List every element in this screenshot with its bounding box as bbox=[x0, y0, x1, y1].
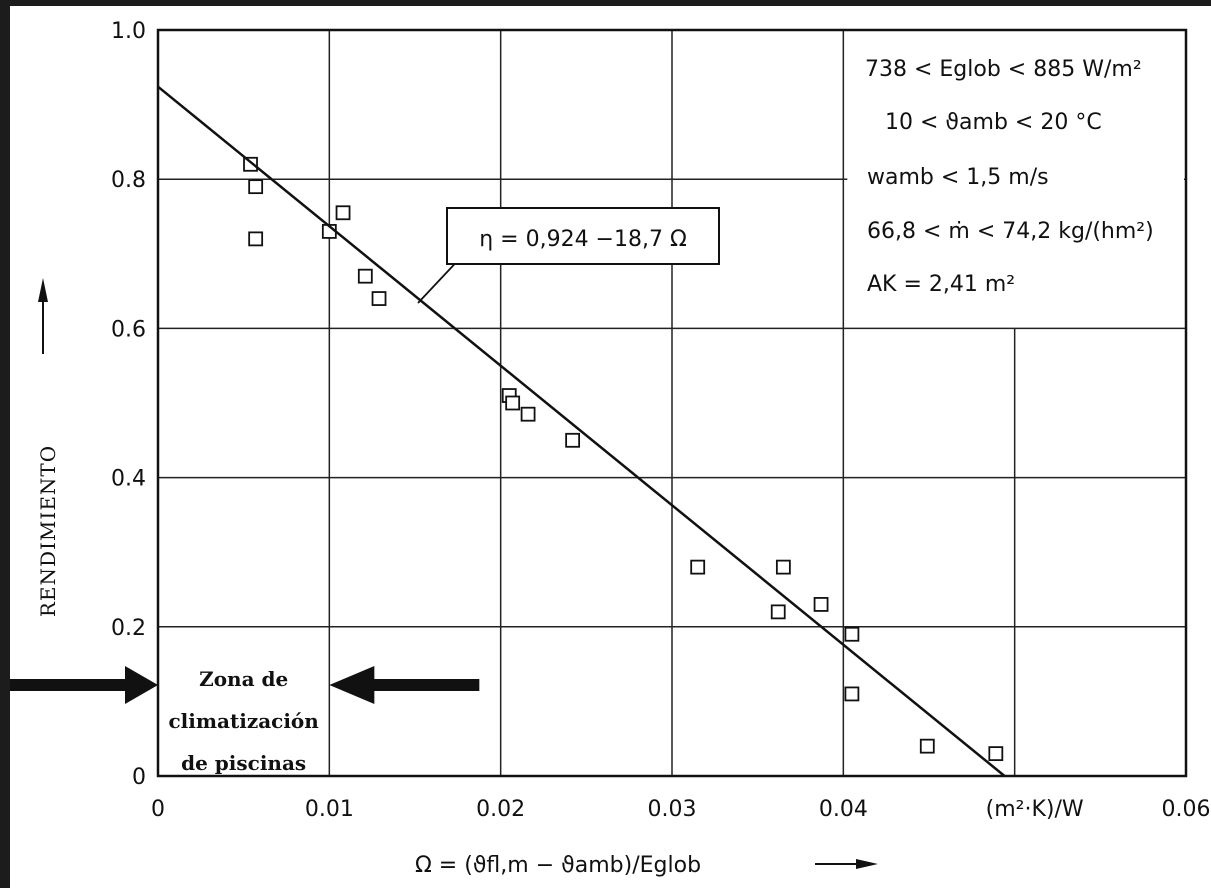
axes bbox=[156, 28, 1188, 778]
zone-arrow-left-shaft bbox=[10, 679, 130, 691]
data-point bbox=[335, 205, 351, 221]
data-point bbox=[248, 179, 264, 195]
y-tick-label: 0.8 bbox=[111, 168, 146, 193]
y-tick-label: 0.4 bbox=[111, 467, 146, 492]
x-tick-label: 0.03 bbox=[648, 797, 697, 822]
y-tick-label: 0 bbox=[132, 765, 146, 790]
data-point bbox=[988, 746, 1004, 762]
zone-arrow-right-shaft bbox=[369, 679, 480, 691]
x-axis-label: Ω = (ϑfl,m − ϑamb)/Eglob bbox=[415, 853, 701, 878]
data-point bbox=[770, 604, 786, 620]
y-axis-arrow bbox=[38, 278, 48, 354]
fit-line bbox=[157, 85, 1006, 777]
zone-label-line: climatización bbox=[169, 709, 320, 733]
zone-label-line: Zona de bbox=[199, 667, 288, 691]
data-point bbox=[371, 291, 387, 306]
y-tick-label: 1.0 bbox=[111, 19, 146, 44]
condition-line: 66,8 < ṁ < 74,2 kg/(hm²) bbox=[867, 219, 1154, 244]
conditions-box: 738 < Eglob < 885 W/m² 10 < ϑamb < 20 °C w… bbox=[847, 32, 1184, 327]
plot-frame bbox=[156, 28, 1188, 778]
zone-label-line: de piscinas bbox=[181, 751, 306, 775]
data-point bbox=[690, 559, 706, 575]
data-point bbox=[844, 686, 860, 702]
condition-line: 10 < ϑamb < 20 °C bbox=[885, 110, 1102, 135]
condition-line: 738 < Eglob < 885 W/m² bbox=[865, 57, 1142, 82]
condition-line: AK = 2,41 m² bbox=[867, 272, 1015, 297]
condition-line: wamb < 1,5 m/s bbox=[867, 165, 1049, 190]
x-tick-label: 0.06 bbox=[1162, 797, 1211, 822]
data-point bbox=[248, 231, 264, 247]
x-tick-label: 0.04 bbox=[819, 797, 868, 822]
data-point bbox=[565, 432, 581, 448]
data-point bbox=[813, 597, 829, 612]
data-point bbox=[844, 626, 860, 642]
x-tick-labels: 0 0.01 0.02 0.03 0.04 (m²·K)/W 0.06 bbox=[151, 797, 1210, 822]
y-tick-label: 0.6 bbox=[111, 317, 146, 342]
x-tick-label: 0 bbox=[151, 797, 165, 822]
fit-label: η = 0,924 −18,7 Ω bbox=[479, 227, 687, 252]
data-point bbox=[243, 156, 258, 172]
data-point bbox=[520, 406, 536, 422]
data-point bbox=[775, 559, 791, 575]
efficiency-chart: 0 0.2 0.4 0.6 0.8 1.0 0 0.01 0.02 0.03 0.04 (m²·K)… bbox=[10, 19, 1210, 878]
conditions-background bbox=[847, 32, 1184, 327]
data-points bbox=[243, 156, 1004, 762]
y-tick-label: 0.2 bbox=[111, 616, 146, 641]
chart-paper: 0 0.2 0.4 0.6 0.8 1.0 0 0.01 0.02 0.03 0.04 (m²·K)… bbox=[10, 6, 1211, 888]
x-axis-arrow bbox=[815, 859, 878, 869]
x-tick-label: 0.01 bbox=[305, 797, 354, 822]
data-point bbox=[505, 395, 521, 411]
grid bbox=[158, 30, 1186, 776]
x-tick-label: 0.02 bbox=[476, 797, 525, 822]
y-axis-label: RENDIMIENTO bbox=[36, 445, 60, 617]
fit-line-group: η = 0,924 −18,7 Ω bbox=[157, 85, 1006, 777]
zone-arrow-right-head bbox=[329, 666, 375, 704]
x-unit-label: (m²·K)/W bbox=[986, 797, 1084, 822]
pool-zone: Zona de climatización de piscinas bbox=[10, 656, 480, 775]
fit-label-box bbox=[446, 207, 720, 265]
data-point bbox=[357, 268, 373, 284]
y-tick-labels: 0 0.2 0.4 0.6 0.8 1.0 bbox=[111, 19, 146, 790]
data-point bbox=[919, 738, 935, 754]
zone-background bbox=[161, 656, 327, 771]
zone-arrow-left-head bbox=[125, 666, 158, 704]
